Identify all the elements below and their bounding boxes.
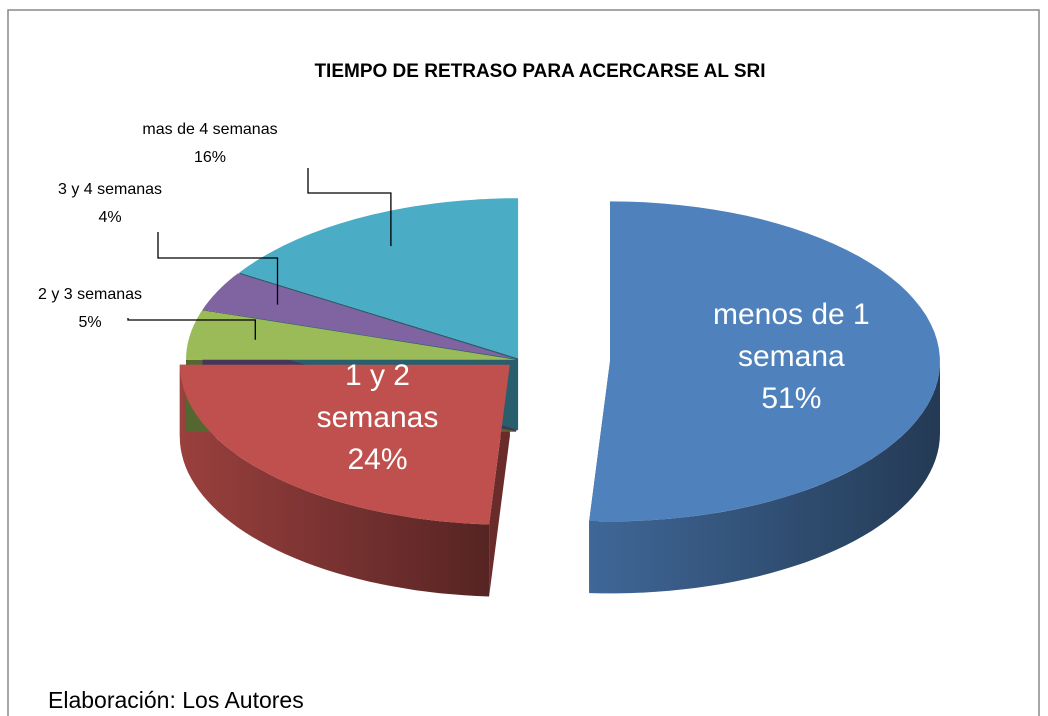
data-label-name: mas de 4 semanas [142,121,277,138]
data-label-box: 1 y 2 semanas 24% [282,355,472,481]
leader-line [157,232,279,305]
data-label-value: 4% [98,209,121,226]
slice [202,273,517,360]
data-label: 1 y 2 semanas 24% [282,355,472,481]
slice [589,201,940,522]
data-label-value: 51% [761,382,822,416]
data-label: menos de 1 semana 51% [696,294,886,420]
slice [239,198,519,359]
data-label-box: menos de 1 semana 51% [696,294,886,420]
data-label-value: 16% [194,149,226,166]
leader-line [307,168,392,247]
leader-line [127,318,256,340]
data-label-name: 1 y 2 semanas [316,359,439,435]
slice-side [589,361,940,594]
data-label-name: menos de 1 semana [712,298,870,374]
data-label-name: 2 y 3 semanas [38,286,142,303]
chart-title: TIEMPO DE RETRASO PARA ACERCARSE AL SRI [314,61,765,82]
slice [179,364,510,525]
source-note: Elaboración: Los Autores [48,687,304,713]
slice [186,310,516,360]
slice-side [179,364,490,597]
data-label-name: 3 y 4 semanas [58,181,162,198]
data-label-value: 5% [78,314,101,331]
data-label-value: 24% [347,443,408,477]
